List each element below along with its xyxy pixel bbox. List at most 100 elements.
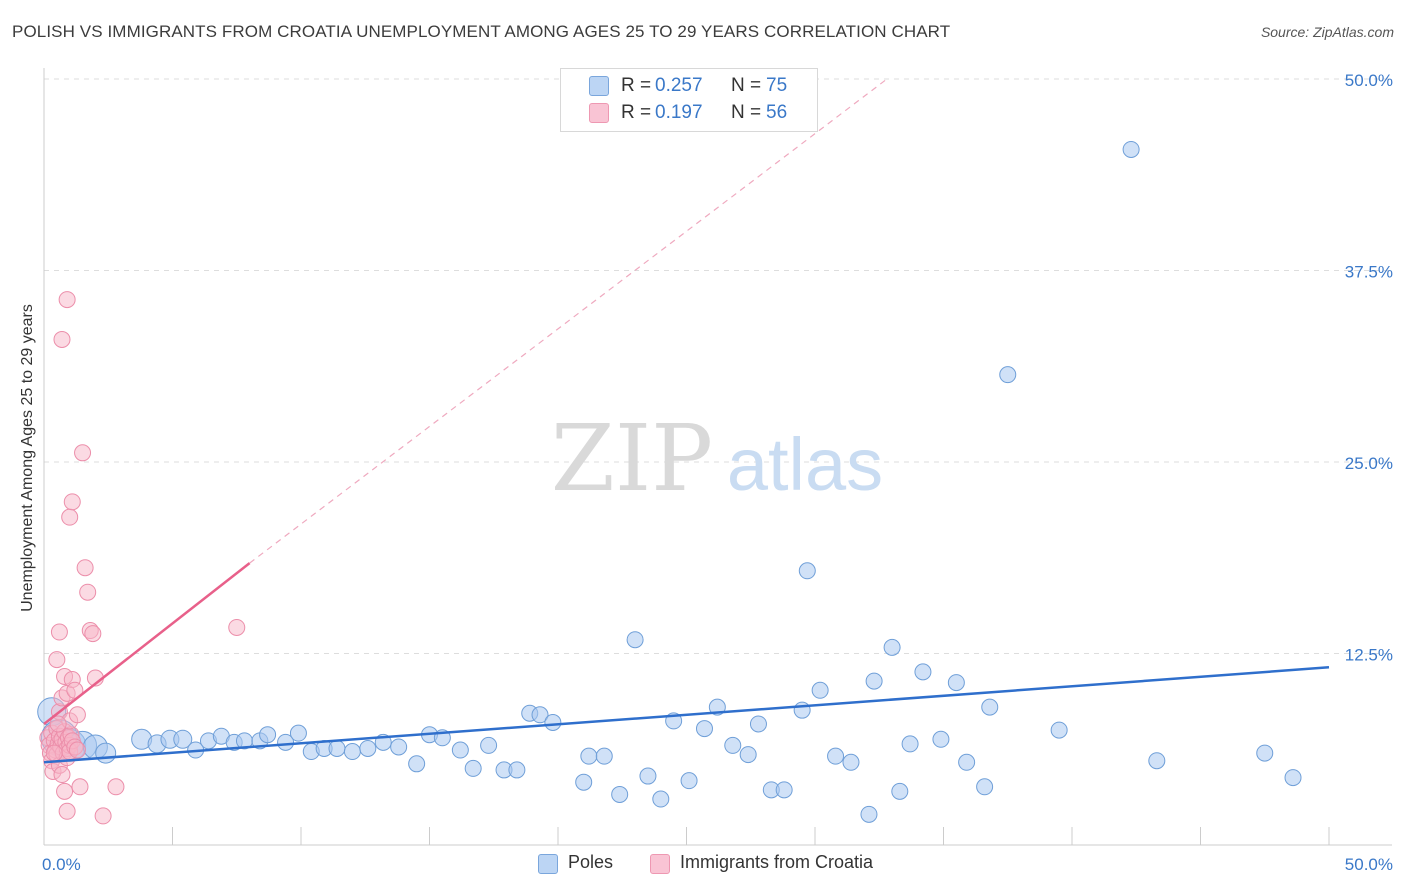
poles-point xyxy=(775,781,793,799)
poles-point xyxy=(277,733,295,751)
poles-point xyxy=(359,739,377,757)
poles-point xyxy=(883,638,901,656)
poles-point xyxy=(1122,140,1140,158)
poles-point xyxy=(739,746,757,764)
poles-point xyxy=(1284,769,1302,787)
croatia-point xyxy=(79,583,97,601)
legend-n-label: N = xyxy=(731,75,762,96)
croatia-swatch xyxy=(589,103,609,123)
poles-point xyxy=(611,785,629,803)
legend-r-label: R = xyxy=(621,102,652,123)
croatia-point xyxy=(74,444,92,462)
axes xyxy=(43,68,1392,846)
poles-point xyxy=(947,674,965,692)
legend-r-value: 0.197 xyxy=(655,102,703,123)
poles-point xyxy=(259,726,277,744)
croatia-point xyxy=(48,651,66,669)
grid-lines xyxy=(44,78,1392,654)
legend-label-croatia: Immigrants from Croatia xyxy=(680,852,874,872)
y-axis-label: Unemployment Among Ages 25 to 29 years xyxy=(19,304,36,612)
poles-point xyxy=(595,747,613,765)
poles-point xyxy=(626,631,644,649)
croatia-point xyxy=(68,741,86,759)
legend-label-poles: Poles xyxy=(568,852,614,872)
y-tick-label: 25.0% xyxy=(1345,454,1393,473)
tick-labels: 12.5% 25.0% 37.5% 50.0% 0.0% 50.0% xyxy=(42,71,1393,874)
poles-point xyxy=(1148,752,1166,770)
poles-point xyxy=(798,562,816,580)
legend-n-value: 75 xyxy=(766,75,788,96)
poles-point xyxy=(680,772,698,790)
watermark-zip: ZIP xyxy=(551,405,713,512)
poles-point xyxy=(639,767,657,785)
croatia-point xyxy=(53,330,71,348)
poles-swatch xyxy=(589,76,609,96)
poles-point xyxy=(390,738,408,756)
watermark-atlas: atlas xyxy=(727,423,883,506)
watermark: ZIP atlas xyxy=(551,405,883,512)
croatia-swatch xyxy=(650,854,670,874)
poles-point xyxy=(1050,721,1068,739)
poles-point xyxy=(958,753,976,771)
poles-point xyxy=(95,742,117,764)
croatia-point xyxy=(50,623,68,641)
poles-point xyxy=(901,735,919,753)
poles-point xyxy=(480,736,498,754)
croatia-point xyxy=(71,778,89,796)
poles-point xyxy=(724,736,742,754)
legend-r-value: 0.257 xyxy=(655,75,703,96)
poles-trend-line xyxy=(43,666,1330,764)
poles-point xyxy=(451,741,469,759)
poles-point xyxy=(575,773,593,791)
croatia-point xyxy=(107,778,125,796)
croatia-point xyxy=(63,493,81,511)
poles-point xyxy=(976,778,994,796)
poles-point xyxy=(695,720,713,738)
poles-point xyxy=(914,663,932,681)
croatia-point xyxy=(228,618,246,636)
croatia-point xyxy=(53,766,71,784)
poles-point xyxy=(999,366,1017,384)
poles-point xyxy=(464,759,482,777)
croatia-point xyxy=(45,744,63,762)
poles-point xyxy=(408,755,426,773)
poles-point xyxy=(842,753,860,771)
poles-point xyxy=(343,743,361,761)
croatia-point xyxy=(68,706,86,724)
poles-point xyxy=(544,713,562,731)
correlation-legend: R = 0.257 N = 75 R = 0.197 N = 56 xyxy=(560,68,818,132)
x-tick-label: 50.0% xyxy=(1345,855,1393,874)
legend-n-value: 56 xyxy=(766,102,788,123)
croatia-point xyxy=(84,625,102,643)
croatia-point xyxy=(61,508,79,526)
croatia-point xyxy=(49,715,67,733)
poles-point xyxy=(173,729,193,749)
croatia-point xyxy=(76,559,94,577)
poles-point xyxy=(749,715,767,733)
poles-point xyxy=(1256,744,1274,762)
croatia-trend-line xyxy=(43,562,251,725)
poles-point xyxy=(531,706,549,724)
y-tick-label: 50.0% xyxy=(1345,71,1393,90)
poles-point xyxy=(981,698,999,716)
y-tick-label: 37.5% xyxy=(1345,263,1393,282)
poles-point xyxy=(865,672,883,690)
poles-point xyxy=(652,790,670,808)
croatia-point xyxy=(56,782,74,800)
croatia-point xyxy=(94,807,112,825)
croatia-point xyxy=(58,291,76,309)
poles-point xyxy=(328,739,346,757)
croatia-trend-extension xyxy=(249,78,888,564)
poles-point xyxy=(580,747,598,765)
poles-point xyxy=(891,782,909,800)
poles-point xyxy=(827,747,845,765)
poles-swatch xyxy=(538,854,558,874)
poles-point xyxy=(932,730,950,748)
poles-point xyxy=(289,724,307,742)
y-tick-label: 12.5% xyxy=(1345,646,1393,665)
poles-point xyxy=(508,761,526,779)
trend-lines xyxy=(43,78,1330,764)
croatia-point xyxy=(58,802,76,820)
poles-point xyxy=(811,681,829,699)
